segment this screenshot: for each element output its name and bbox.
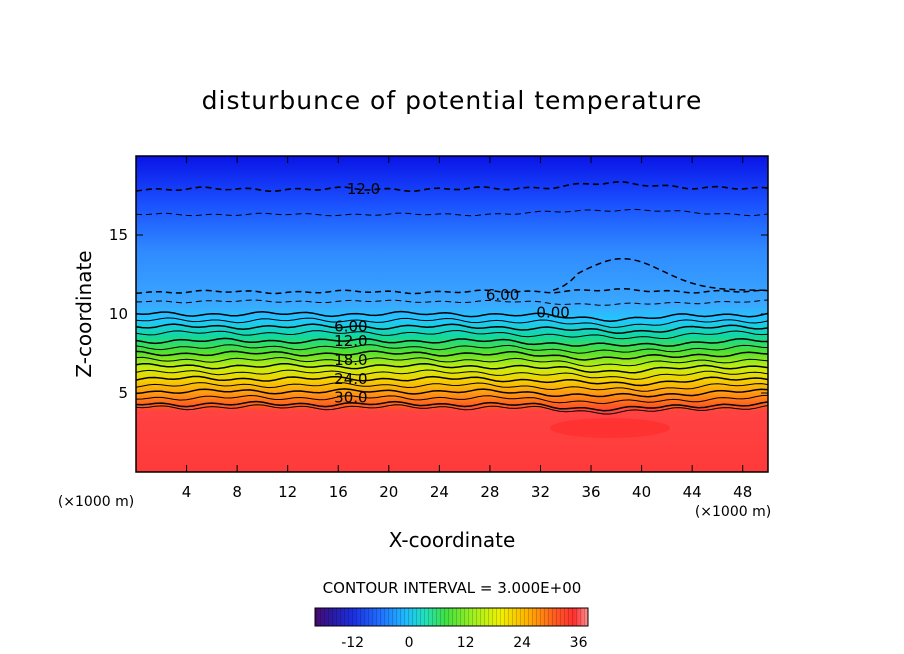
x-tick-label: 16 (329, 483, 348, 501)
contour-line (136, 329, 768, 340)
colorbar-divisions (315, 608, 588, 626)
x-tick-label: 20 (379, 483, 398, 501)
y-tick-label: 15 (109, 226, 128, 244)
contour-label: 30.0 (334, 389, 367, 407)
contour-line (136, 287, 768, 295)
contour-line (136, 299, 768, 306)
x-tick-label: 36 (581, 483, 600, 501)
contour-label: 6.00 (486, 286, 519, 304)
contour-line (136, 388, 768, 398)
colorbar-frame (314, 607, 589, 627)
warm-anomaly (550, 418, 670, 438)
colorbar-tick-label: 0 (405, 635, 414, 651)
contour-line (136, 310, 768, 323)
contour-label: 0.00 (536, 303, 569, 321)
y-tick-label: 10 (109, 305, 128, 323)
contour-line (136, 369, 768, 380)
contour-line (136, 350, 768, 361)
contour-line (136, 362, 768, 374)
x-tick-label: 44 (683, 483, 702, 501)
contour-label: 6.00 (334, 318, 367, 336)
x-tick-label: 40 (632, 483, 651, 501)
contour-line (136, 356, 768, 367)
contour-label: 24.0 (334, 370, 367, 388)
contour-line (136, 337, 768, 347)
colorbar-tick-label: 24 (513, 635, 531, 651)
x-tick-label: 48 (733, 483, 752, 501)
contour-line (136, 382, 768, 392)
contour-label: 18.0 (334, 351, 367, 369)
x-axis-label: X-coordinate (389, 528, 516, 552)
contour-line (136, 375, 768, 387)
contour-label: 12.0 (334, 332, 367, 350)
x-tick-label: 24 (430, 483, 449, 501)
contour-line (136, 180, 768, 193)
contour-label: 12.0 (347, 180, 380, 198)
x-tick-label: 28 (480, 483, 499, 501)
contour-line (552, 257, 768, 292)
x-axis: 4 8 12 16 20 24 28 32 36 40 44 48 (182, 156, 752, 501)
y-axis-label: Z-coordinate (72, 250, 96, 377)
y-tick-label: 5 (118, 384, 128, 402)
x-tick-label: 4 (182, 483, 192, 501)
contour-line (136, 400, 768, 412)
colorbar-tick-label: -12 (341, 635, 364, 651)
colorbar-ticks: -12 0 12 24 36 (341, 635, 587, 651)
contour-line (136, 317, 768, 328)
contour-line (136, 404, 768, 415)
x-tick-label: 8 (232, 483, 242, 501)
contour-line (136, 323, 768, 334)
x-tick-label: 32 (531, 483, 550, 501)
z-unit-label: (×1000 m) (58, 494, 134, 510)
contour-line (136, 208, 768, 217)
contour-line (136, 394, 768, 405)
y-axis: 5 10 15 (109, 226, 768, 402)
colorbar-tick-label: 12 (457, 635, 475, 651)
x-tick-label: 12 (278, 483, 297, 501)
colorbar-tick-label: 36 (570, 635, 588, 651)
x-unit-label: (×1000 m) (695, 504, 771, 520)
contour-lines (136, 180, 768, 415)
contour-line (136, 344, 768, 354)
chart-title: disturbunce of potential temperature (201, 86, 703, 115)
contour-interval-label: CONTOUR INTERVAL = 3.000E+00 (323, 579, 582, 597)
